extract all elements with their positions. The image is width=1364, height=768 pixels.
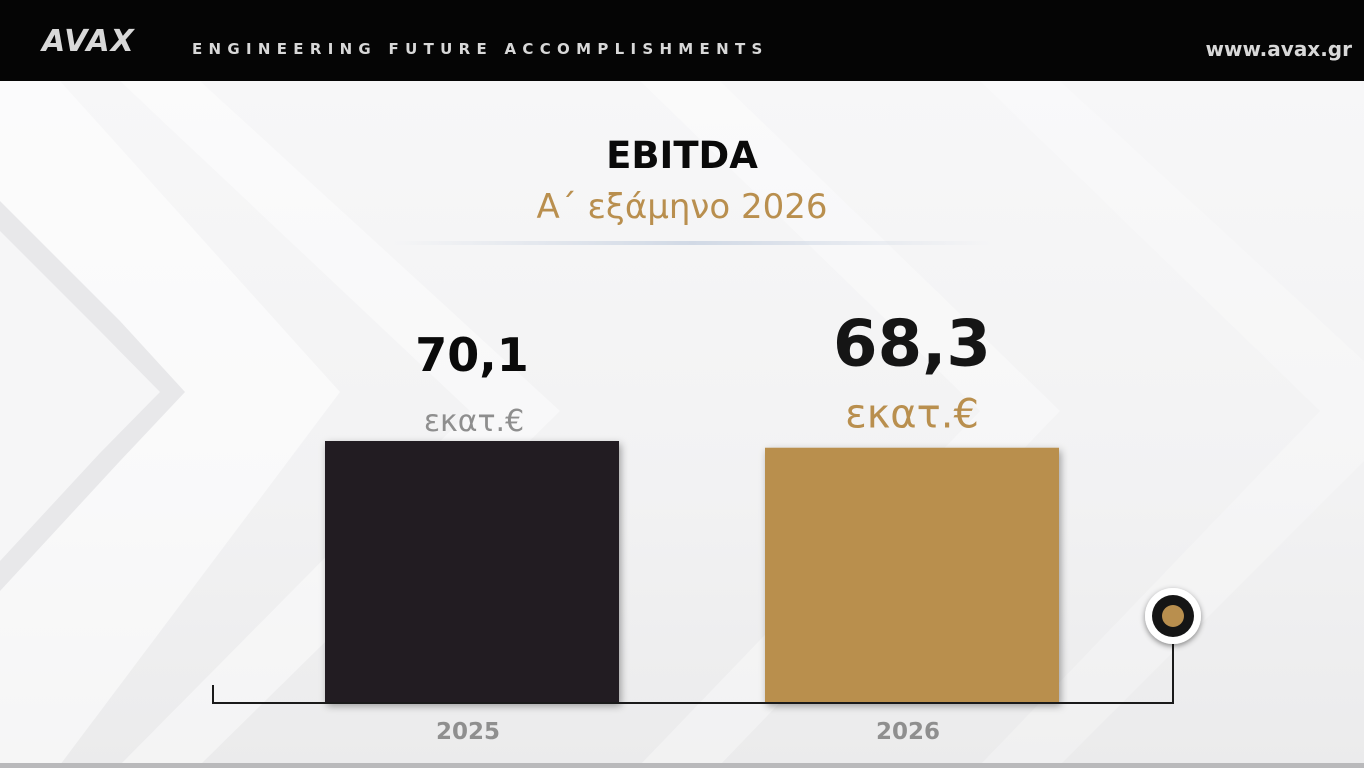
chart-subtitle: Α΄ εξάμηνο 2026 [536,187,828,227]
background-chevrons [0,81,1364,765]
value-label-2025: 70,1 [415,328,529,382]
bar-2026 [765,447,1059,703]
unit-label-2025: εκατ.€ [424,404,524,439]
bottom-strip [0,763,1364,768]
category-label-2026: 2026 [876,719,940,745]
value-label-2026: 68,3 [833,308,991,382]
bar-2025 [325,441,619,703]
category-label-2025: 2025 [436,719,500,745]
avax-logo[interactable]: AVAX [42,24,135,59]
background [0,81,1364,765]
chart-title: EBITDA [606,134,758,177]
timeline-marker [1145,588,1201,644]
tagline: ENGINEERING FUTURE ACCOMPLISHMENTS [192,40,769,58]
x-axis-line [212,640,1174,704]
website-link[interactable]: www.avax.gr [1205,37,1352,61]
unit-label-2026: εκατ.€ [845,392,979,438]
title-divider [392,241,992,245]
header-bar: AVAX ENGINEERING FUTURE ACCOMPLISHMENTS … [0,0,1364,81]
